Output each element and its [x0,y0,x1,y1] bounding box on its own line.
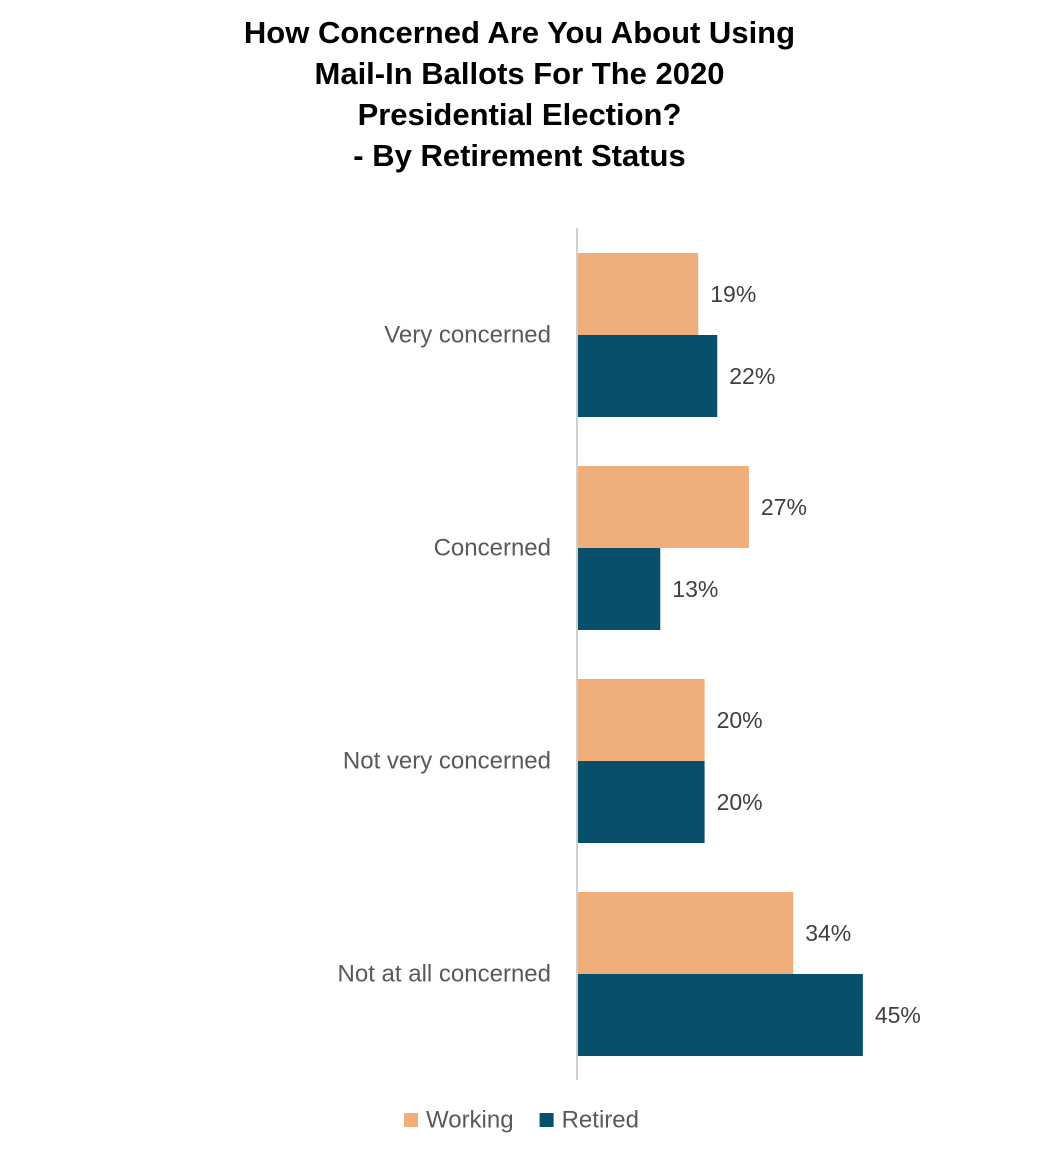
chart-title-line-4: - By Retirement Status [353,138,686,173]
bar-retired-very-concerned [578,335,718,417]
bar-retired-not-at-all-concerned [578,974,863,1056]
data-label-working-not-at-all-concerned: 34% [805,920,851,946]
data-label-retired-not-at-all-concerned: 45% [875,1002,921,1028]
category-label-very-concerned: Very concerned [384,322,551,349]
category-label-not-at-all-concerned: Not at all concerned [338,961,551,988]
chart-title-line-3: Presidential Election? [357,97,682,132]
legend-swatch-retired [539,1113,554,1127]
data-label-working-not-very-concerned: 20% [717,707,763,733]
legend: Working Retired [404,1107,639,1134]
bar-working-concerned [578,466,749,548]
chart-title: How Concerned Are You About Using Mail-I… [0,12,1039,176]
legend-swatch-working [404,1113,418,1127]
category-label-concerned: Concerned [434,535,551,562]
legend-label-retired: Retired [562,1107,639,1134]
chart-title-line-2: Mail-In Ballots For The 2020 [314,56,725,91]
category-label-not-very-concerned: Not very concerned [343,748,551,775]
data-label-retired-very-concerned: 22% [729,363,775,389]
bar-retired-not-very-concerned [578,761,705,843]
data-label-working-concerned: 27% [761,494,807,520]
data-label-working-very-concerned: 19% [710,281,756,307]
data-label-retired-concerned: 13% [672,576,718,602]
bar-retired-concerned [578,548,661,630]
data-label-retired-not-very-concerned: 20% [717,789,763,815]
legend-label-working: Working [426,1107,514,1134]
bar-working-not-at-all-concerned [578,892,794,974]
bar-working-very-concerned [578,253,699,335]
chart-title-line-1: How Concerned Are You About Using [243,15,796,50]
bar-working-not-very-concerned [578,679,705,761]
bars-layer: Very concerned 19% 22% Concerned 27% 13% Not v… [338,253,921,1056]
